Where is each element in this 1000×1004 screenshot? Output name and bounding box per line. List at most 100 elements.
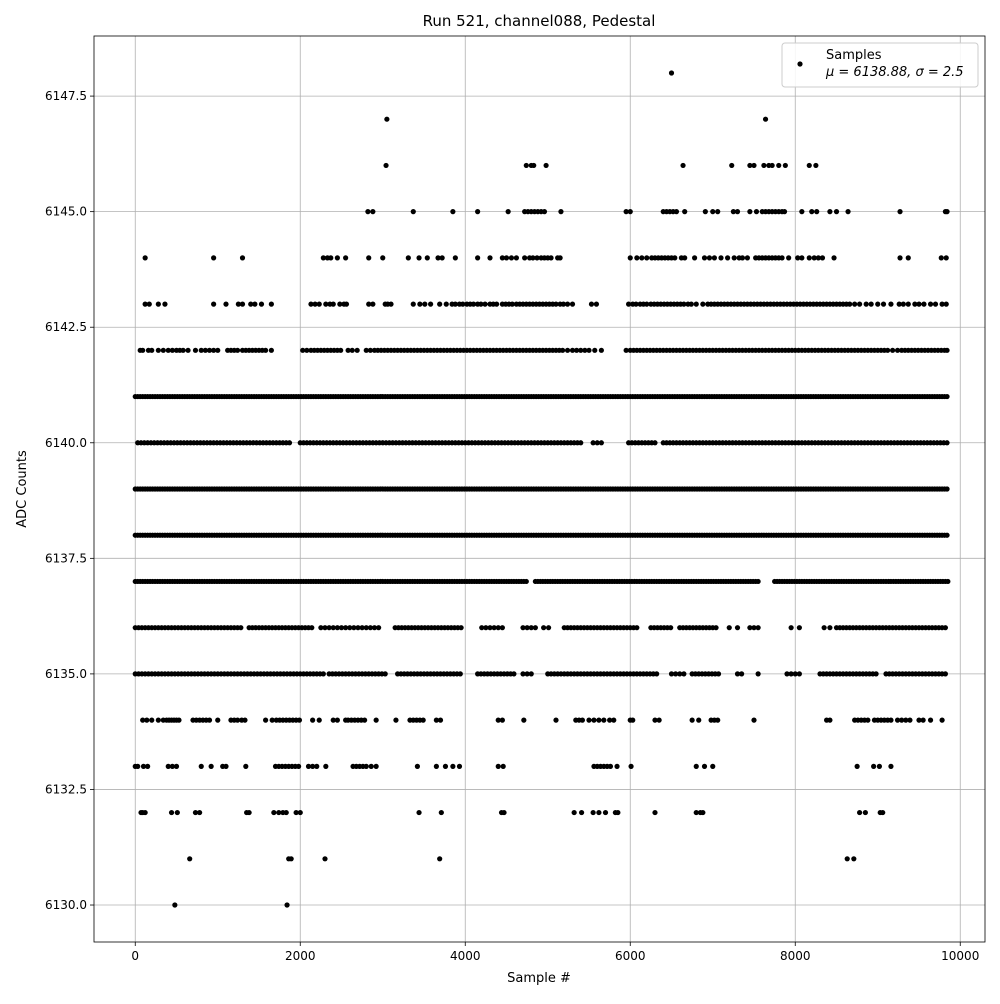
data-point bbox=[942, 625, 949, 631]
data-point bbox=[376, 625, 382, 631]
data-point bbox=[602, 809, 609, 816]
data-point bbox=[701, 763, 708, 769]
y-tick-label: 6142.5 bbox=[45, 320, 87, 334]
data-point bbox=[296, 763, 302, 769]
data-point bbox=[215, 717, 221, 723]
data-point bbox=[681, 671, 687, 677]
data-point bbox=[145, 763, 151, 769]
legend-label-stats: μ = 6138.88, σ = 2.5 bbox=[825, 65, 964, 80]
data-point bbox=[668, 70, 675, 76]
data-point bbox=[569, 301, 576, 307]
data-point bbox=[819, 255, 826, 261]
data-point bbox=[312, 301, 318, 307]
data-point bbox=[320, 255, 326, 261]
x-tick-label: 0 bbox=[131, 949, 139, 963]
data-point bbox=[140, 347, 146, 353]
data-point bbox=[206, 717, 213, 723]
data-point bbox=[865, 717, 871, 723]
data-point bbox=[239, 301, 246, 307]
data-point bbox=[751, 162, 757, 169]
data-point bbox=[734, 209, 741, 215]
data-point bbox=[899, 717, 905, 723]
data-point bbox=[731, 255, 737, 261]
data-point bbox=[668, 671, 675, 677]
data-point bbox=[652, 440, 658, 446]
data-point bbox=[334, 625, 340, 631]
data-point bbox=[809, 209, 815, 215]
data-point bbox=[495, 763, 501, 769]
data-point bbox=[309, 625, 315, 631]
data-point bbox=[644, 301, 650, 307]
data-point bbox=[713, 625, 719, 631]
data-point bbox=[142, 301, 148, 307]
data-point bbox=[875, 301, 881, 307]
data-point bbox=[211, 301, 217, 307]
y-tick: 6142.5 bbox=[45, 320, 94, 334]
data-point bbox=[582, 347, 588, 353]
data-point bbox=[288, 856, 294, 862]
data-point bbox=[560, 347, 566, 353]
data-point bbox=[943, 255, 949, 261]
y-tick: 6147.5 bbox=[45, 89, 94, 103]
data-point bbox=[590, 440, 596, 446]
data-point bbox=[796, 625, 802, 631]
data-point bbox=[263, 717, 269, 723]
y-tick: 6135.0 bbox=[45, 667, 94, 681]
data-point bbox=[693, 301, 699, 307]
data-point bbox=[531, 162, 537, 169]
data-point bbox=[198, 347, 204, 353]
data-point bbox=[192, 809, 199, 816]
data-point bbox=[343, 625, 349, 631]
data-point bbox=[907, 717, 913, 723]
data-point bbox=[939, 717, 945, 723]
data-point bbox=[938, 255, 944, 261]
data-point bbox=[700, 809, 706, 816]
data-point bbox=[569, 347, 576, 353]
data-point bbox=[755, 578, 761, 585]
data-point bbox=[521, 717, 527, 723]
data-point bbox=[871, 763, 877, 769]
data-point bbox=[343, 301, 350, 307]
data-point bbox=[293, 809, 299, 816]
data-point bbox=[806, 162, 812, 169]
data-point bbox=[487, 625, 493, 631]
data-point bbox=[751, 717, 757, 723]
data-point bbox=[814, 209, 820, 215]
data-point bbox=[456, 763, 463, 769]
data-point bbox=[405, 255, 411, 261]
data-point bbox=[652, 809, 658, 816]
data-point bbox=[734, 625, 741, 631]
data-point bbox=[845, 209, 851, 215]
data-point bbox=[553, 301, 559, 307]
x-tick: 4000 bbox=[450, 942, 481, 963]
data-point bbox=[912, 301, 918, 307]
data-point bbox=[452, 301, 458, 307]
data-point bbox=[269, 717, 275, 723]
data-point bbox=[633, 301, 639, 307]
data-point bbox=[601, 717, 607, 723]
data-point bbox=[627, 209, 633, 215]
data-point bbox=[337, 301, 343, 307]
x-tick: 10000 bbox=[941, 942, 979, 963]
data-point bbox=[821, 625, 827, 631]
data-point bbox=[310, 763, 316, 769]
data-point bbox=[528, 671, 534, 677]
data-point bbox=[894, 347, 901, 353]
data-point bbox=[528, 625, 534, 631]
data-point bbox=[160, 347, 166, 353]
data-point bbox=[499, 717, 505, 723]
data-point bbox=[524, 625, 530, 631]
data-point bbox=[689, 717, 695, 723]
data-point bbox=[927, 301, 934, 307]
data-point bbox=[611, 717, 617, 723]
data-point bbox=[876, 763, 883, 769]
data-point bbox=[176, 717, 182, 723]
data-point bbox=[314, 763, 320, 769]
x-tick: 0 bbox=[131, 942, 139, 963]
data-point bbox=[520, 625, 526, 631]
data-point bbox=[726, 625, 732, 631]
data-point bbox=[769, 162, 775, 169]
data-point bbox=[652, 717, 658, 723]
y-tick-label: 6140.0 bbox=[45, 436, 87, 450]
